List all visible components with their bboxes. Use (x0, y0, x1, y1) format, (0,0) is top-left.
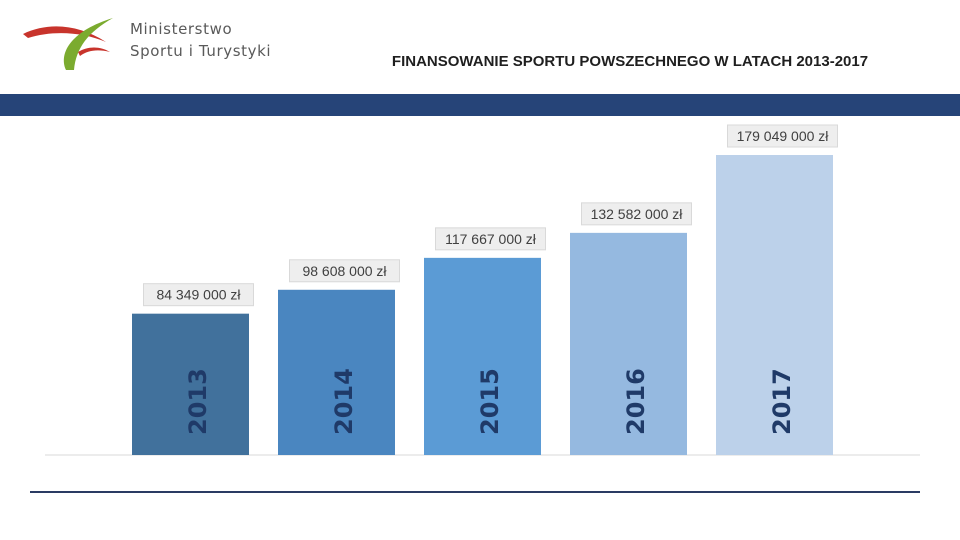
bar-2015 (424, 257, 541, 455)
bar-2017 (716, 155, 833, 455)
footer-divider (30, 491, 920, 493)
category-label-2014: 2014 (330, 368, 358, 435)
logo-swoosh-icon (23, 18, 113, 70)
header-band (0, 94, 960, 116)
data-label-box (435, 227, 546, 251)
data-label-2016: 132 582 000 zł (581, 202, 692, 226)
data-label-box (581, 202, 692, 226)
category-label-2015: 2015 (476, 368, 504, 435)
data-label-2015: 117 667 000 zł (435, 227, 546, 251)
bars-group: 84 349 000 zł 2013 98 608 000 zł 2014 117 66… (132, 124, 838, 455)
category-label-2017: 2017 (768, 368, 796, 435)
data-label-text: 98 608 000 zł (302, 263, 387, 279)
data-label-box (289, 259, 400, 283)
data-label-text: 117 667 000 zł (445, 231, 537, 247)
data-label-2013: 84 349 000 zł (143, 283, 254, 307)
data-label-text: 132 582 000 zł (591, 206, 684, 222)
bar-2013 (132, 313, 249, 455)
bar-2014 (278, 289, 395, 455)
data-label-2017: 179 049 000 zł (727, 124, 838, 148)
category-label-2013: 2013 (184, 368, 212, 435)
chart-title: FINANSOWANIE SPORTU POWSZECHNEGO W LATAC… (391, 53, 869, 70)
ministry-logo: Ministerstwo Sportu i Turystyki (18, 12, 278, 72)
data-label-box (727, 124, 838, 148)
logo-text: Ministerstwo Sportu i Turystyki (130, 18, 271, 62)
data-label-text: 179 049 000 zł (737, 128, 830, 144)
data-label-box (143, 283, 254, 307)
logo-line2: Sportu i Turystyki (130, 42, 272, 60)
data-label-2014: 98 608 000 zł (289, 259, 400, 283)
data-label-text: 84 349 000 zł (156, 287, 241, 303)
category-label-2016: 2016 (622, 368, 650, 435)
logo-line1: Ministerstwo (130, 20, 233, 38)
bar-2016 (570, 232, 687, 455)
